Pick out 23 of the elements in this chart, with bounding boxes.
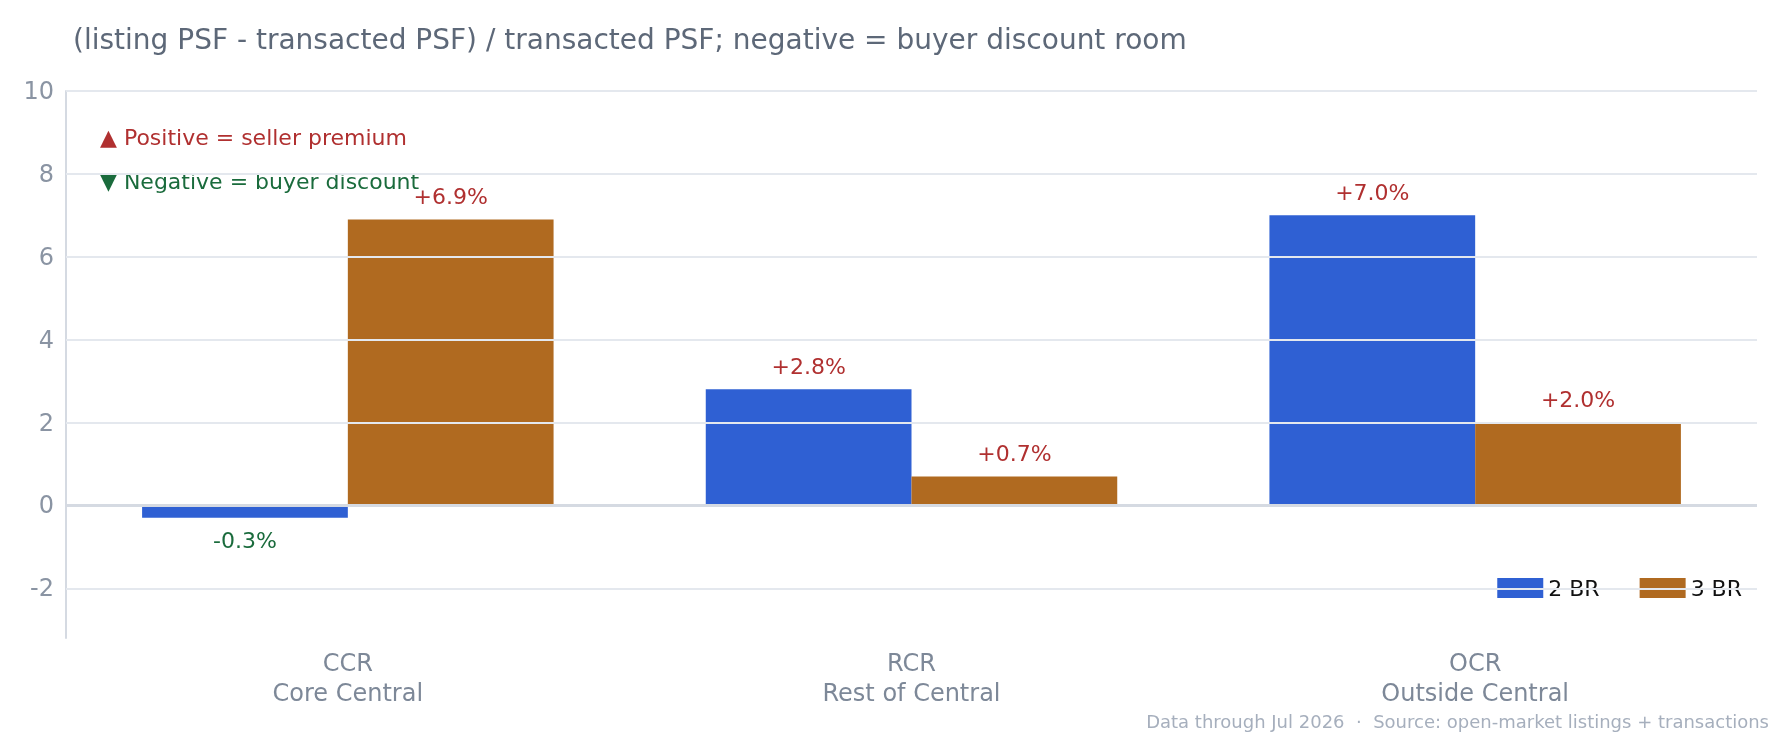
- data-label: +0.7%: [977, 440, 1052, 466]
- y-tick-label: 4: [38, 325, 54, 354]
- y-tick-label: 0: [38, 491, 54, 520]
- y-tick-label: 2: [38, 408, 54, 437]
- x-tick-label: OCR Outside Central: [1381, 649, 1570, 707]
- annotation: ▲ Positive = seller premium: [100, 124, 407, 150]
- bar: [705, 389, 912, 506]
- x-tick-label: CCR Core Central: [272, 649, 424, 707]
- bar: [1269, 215, 1476, 506]
- bar: [911, 476, 1118, 506]
- bar: [1475, 422, 1681, 506]
- chart-title: (listing PSF - transacted PSF) / transacted PSF; negative = buyer discount room: [73, 22, 1187, 56]
- data-label: +2.0%: [1540, 387, 1616, 413]
- y-tick-label: 8: [38, 159, 54, 188]
- y-tick-label: 10: [23, 77, 54, 105]
- y-tick-label: 6: [38, 242, 54, 271]
- data-label: +2.8%: [771, 353, 846, 379]
- data-label: +7.0%: [1335, 179, 1410, 205]
- data-label: -0.3%: [213, 528, 277, 554]
- x-tick-label: RCR Rest of Central: [822, 649, 1001, 707]
- y-tick-label: -2: [30, 574, 54, 603]
- text: Data through Jul 2026 · Source: open-market listings + transactions: [1146, 710, 1770, 732]
- bar: [347, 219, 554, 506]
